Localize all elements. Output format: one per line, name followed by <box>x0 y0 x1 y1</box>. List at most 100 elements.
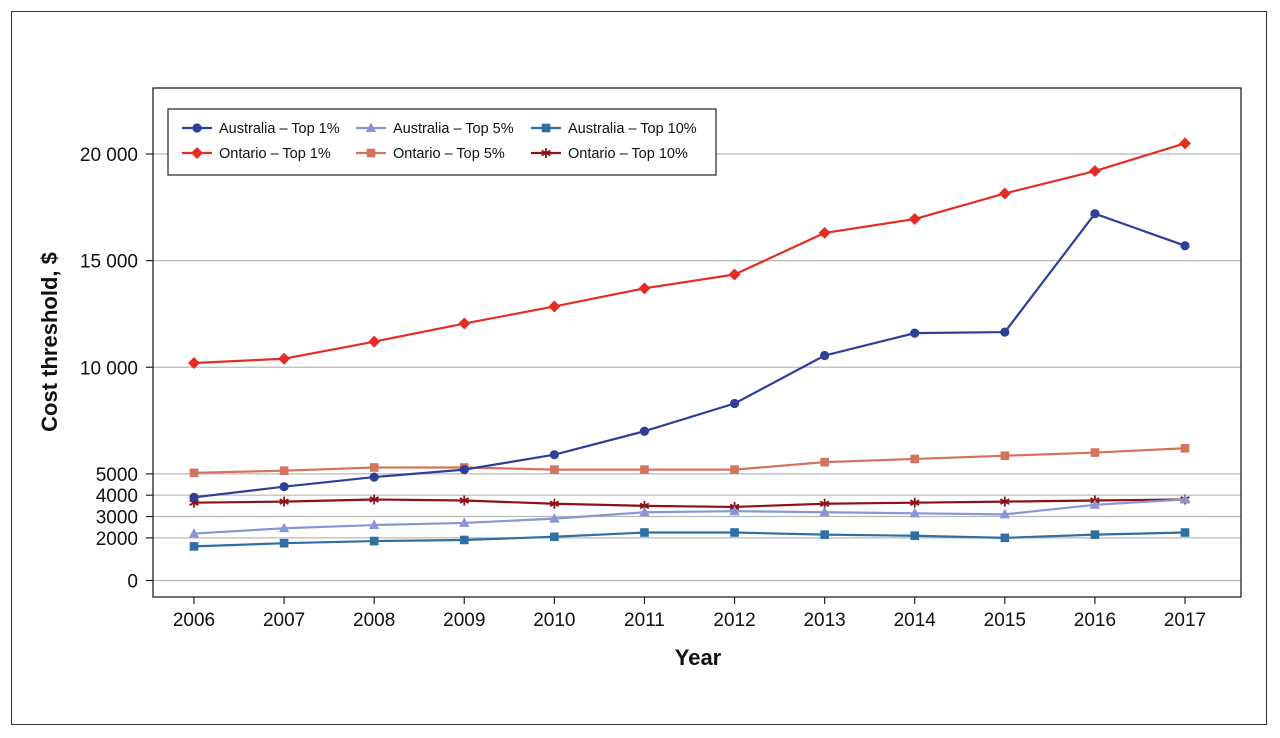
data-point <box>369 463 379 472</box>
data-point <box>1090 448 1100 457</box>
data-point <box>369 536 379 546</box>
data-point <box>820 457 829 467</box>
data-point <box>1000 327 1010 337</box>
x-tick-label: 2007 <box>263 610 305 631</box>
data-point <box>998 187 1011 200</box>
y-tick-label: 20 000 <box>80 145 138 166</box>
series-ontario-top-5- <box>189 443 1190 478</box>
data-point <box>730 465 739 474</box>
data-point <box>729 505 740 516</box>
legend-label: Australia – Top 5% <box>393 121 514 137</box>
y-tick-label: 0 <box>127 572 138 593</box>
series-line <box>193 531 1186 548</box>
y-tick-label: 3000 <box>96 508 138 529</box>
data-point <box>549 513 560 523</box>
data-point <box>908 213 921 226</box>
data-point <box>189 492 199 502</box>
data-point <box>278 522 290 533</box>
data-point <box>1000 451 1010 461</box>
y-tick-label: 2000 <box>96 529 138 550</box>
legend-item: Australia – Top 10% <box>531 121 697 137</box>
x-axis-title: Year <box>675 645 722 670</box>
legend-label: Ontario – Top 5% <box>393 146 505 162</box>
series-ontario-top-10- <box>189 494 1190 512</box>
data-point <box>818 226 831 239</box>
legend-marker <box>365 122 377 132</box>
data-point <box>910 531 920 541</box>
data-point <box>550 532 559 542</box>
data-point <box>910 454 920 464</box>
data-point <box>820 530 829 539</box>
legend-marker <box>191 147 203 159</box>
legend-label: Australia – Top 1% <box>219 121 340 137</box>
y-tick-label: 5000 <box>96 465 138 486</box>
legend-label: Ontario – Top 1% <box>219 146 331 162</box>
legend-marker <box>541 123 551 133</box>
data-point <box>549 498 560 509</box>
data-point <box>459 517 470 527</box>
series-australia-top-5- <box>188 493 1191 538</box>
data-point <box>639 426 650 436</box>
data-point <box>1180 528 1190 537</box>
series-line <box>193 142 1186 365</box>
series-line <box>193 447 1186 474</box>
data-point <box>909 497 920 508</box>
data-point <box>910 328 920 338</box>
legend-item: Ontario – Top 1% <box>182 146 331 162</box>
series-ontario-top-1- <box>188 137 1191 369</box>
data-point <box>1088 165 1101 178</box>
data-point <box>458 317 471 330</box>
data-point <box>640 528 649 537</box>
data-point <box>730 528 739 537</box>
legend-item: Ontario – Top 10% <box>531 146 688 162</box>
data-point <box>459 465 469 475</box>
data-point <box>279 482 289 492</box>
x-tick-label: 2012 <box>713 610 755 631</box>
legend-marker <box>366 148 376 158</box>
x-axis: 2006 2007 2008 2009 2010 2011 2012 2013 2014 2015… <box>173 597 1206 631</box>
series-line <box>193 212 1186 499</box>
data-point <box>369 494 379 505</box>
x-tick-label: 2008 <box>353 610 395 631</box>
x-tick-label: 2014 <box>894 610 937 631</box>
x-tick-label: 2011 <box>624 610 665 631</box>
data-point <box>548 300 561 313</box>
data-point <box>368 519 380 530</box>
data-point <box>189 468 199 478</box>
data-point <box>188 528 200 538</box>
legend-item: Australia – Top 5% <box>356 121 514 137</box>
data-point <box>729 398 740 409</box>
legend: Australia – Top 1% Australia – Top 5% Aust… <box>167 108 717 176</box>
data-point <box>459 495 470 506</box>
data-point <box>909 507 920 518</box>
plot-area <box>152 87 1242 598</box>
data-point <box>639 506 650 517</box>
x-tick-label: 2017 <box>1164 610 1206 631</box>
data-point <box>1000 533 1010 543</box>
legend-label: Ontario – Top 10% <box>568 146 688 162</box>
x-tick-label: 2015 <box>984 610 1026 631</box>
data-point <box>1179 137 1191 150</box>
data-point <box>1180 443 1190 453</box>
x-tick-label: 2009 <box>443 610 485 631</box>
gridlines <box>153 153 1241 582</box>
series-line <box>193 498 1186 535</box>
y-tick-label: 15 000 <box>80 252 138 273</box>
data-point <box>278 352 291 365</box>
data-point <box>640 465 649 474</box>
data-point <box>459 535 469 545</box>
legend-box <box>167 108 717 176</box>
data-point <box>1090 209 1100 219</box>
y-tick-label: 10 000 <box>80 358 138 379</box>
data-point <box>279 538 289 548</box>
legend-label: Australia – Top 10% <box>568 121 697 137</box>
series-line <box>193 498 1186 509</box>
series-australia-top-1- <box>189 209 1190 502</box>
data-point <box>369 472 379 482</box>
x-tick-label: 2013 <box>803 610 845 631</box>
series-australia-top-10- <box>189 528 1190 551</box>
legend-item: Ontario – Top 5% <box>356 146 505 162</box>
data-point <box>728 268 741 281</box>
